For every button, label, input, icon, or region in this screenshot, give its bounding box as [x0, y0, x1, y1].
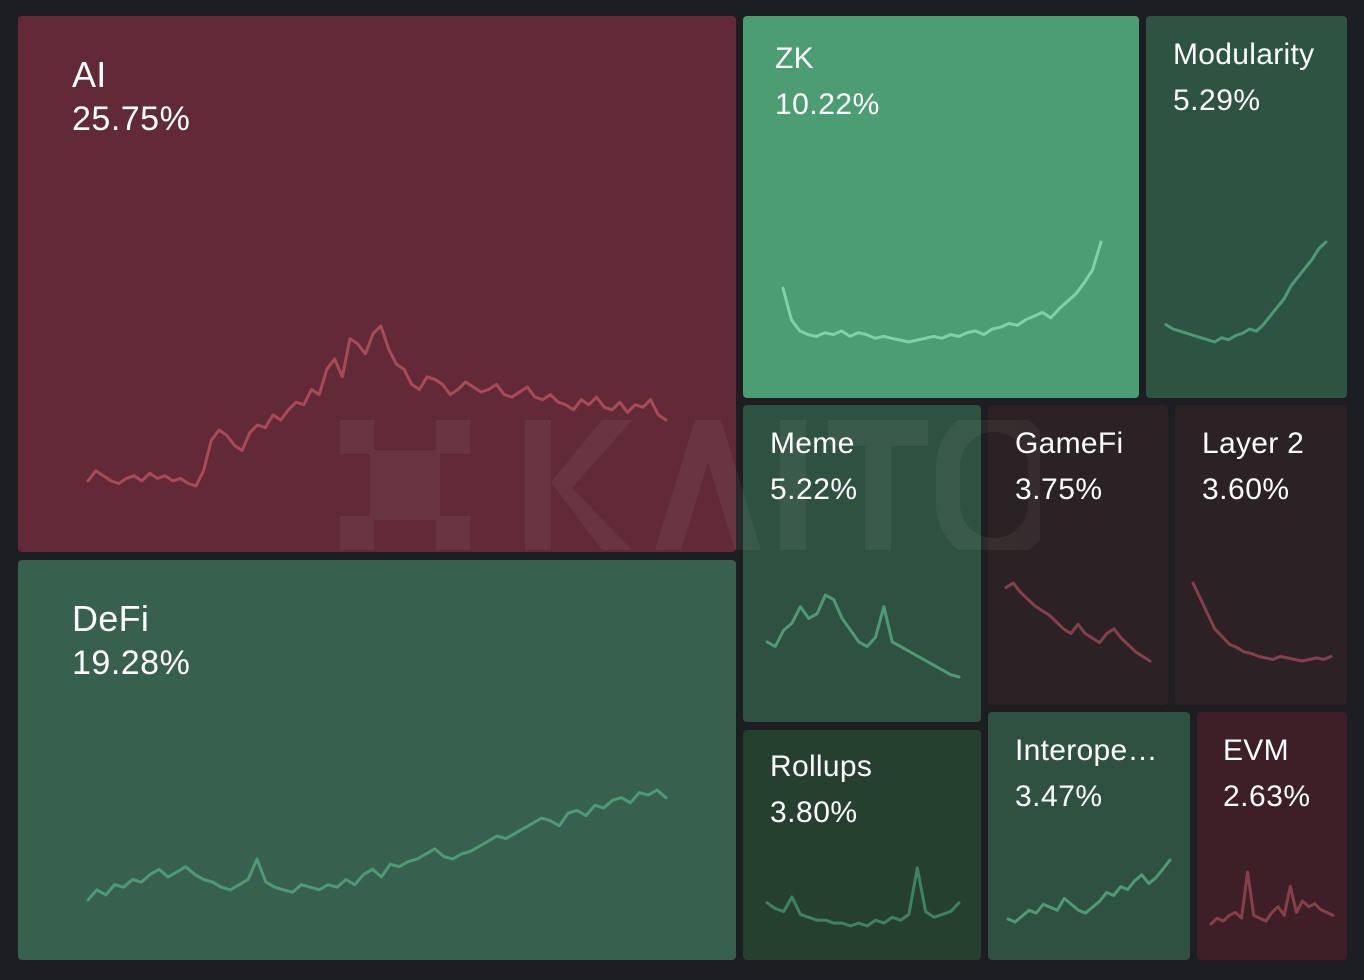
- sparkline-path-modularity: [1164, 240, 1328, 344]
- sparkline: [86, 788, 668, 902]
- tile-evm[interactable]: EVM 2.63%: [1197, 712, 1347, 960]
- sparkline-path-layer2: [1191, 581, 1333, 663]
- tile-value: 3.47%: [1015, 780, 1103, 813]
- tile-rollups[interactable]: Rollups 3.80%: [743, 730, 981, 960]
- tile-value: 25.75%: [72, 100, 191, 138]
- sparkline: [86, 324, 668, 488]
- sparkline: [1209, 870, 1335, 926]
- tile-value: 5.29%: [1173, 84, 1261, 117]
- tile-value: 10.22%: [775, 88, 880, 121]
- tile-value: 5.22%: [770, 473, 858, 506]
- tile-label: Layer 2: [1202, 427, 1305, 460]
- tile-zk[interactable]: ZK 10.22%: [743, 16, 1139, 398]
- sparkline: [765, 593, 961, 679]
- sparkline: [1191, 581, 1333, 663]
- tile-value: 19.28%: [72, 644, 191, 682]
- sparkline: [781, 240, 1103, 344]
- tile-value: 3.80%: [770, 796, 858, 829]
- watermark-logo: [340, 420, 1040, 550]
- tile-label: Rollups: [770, 750, 873, 783]
- sparkline-path-evm: [1209, 870, 1335, 926]
- tile-ai[interactable]: AI 25.75%: [18, 16, 736, 552]
- sparkline: [1006, 858, 1172, 924]
- tile-meme[interactable]: Meme 5.22%: [743, 405, 981, 722]
- tile-modularity[interactable]: Modularity 5.29%: [1146, 16, 1347, 398]
- tile-label: GameFi: [1015, 427, 1124, 460]
- sparkline-path-rollups: [765, 866, 961, 928]
- sparkline-path-ai: [86, 324, 668, 488]
- tile-interop[interactable]: Interope… 3.47%: [988, 712, 1190, 960]
- sparkline: [1164, 240, 1328, 344]
- tile-value: 2.63%: [1223, 780, 1311, 813]
- tile-label: AI: [72, 54, 107, 95]
- tile-gamefi[interactable]: GameFi 3.75%: [988, 405, 1168, 705]
- tile-value: 3.75%: [1015, 473, 1103, 506]
- sparkline: [1004, 581, 1152, 663]
- tile-layer2[interactable]: Layer 2 3.60%: [1175, 405, 1347, 705]
- sparkline: [765, 866, 961, 928]
- sparkline-path-gamefi: [1004, 581, 1152, 663]
- tile-value: 3.60%: [1202, 473, 1290, 506]
- sparkline-path-interop: [1006, 858, 1172, 924]
- sparkline-path-meme: [765, 593, 961, 679]
- tile-label: Modularity: [1173, 38, 1315, 71]
- tile-label: ZK: [775, 42, 814, 75]
- tile-label: DeFi: [72, 598, 150, 639]
- tile-label: Meme: [770, 427, 855, 460]
- tile-label: EVM: [1223, 734, 1289, 767]
- sparkline-path-zk: [781, 240, 1103, 344]
- sparkline-path-defi: [86, 788, 668, 902]
- tile-label: Interope…: [1015, 734, 1158, 767]
- tile-defi[interactable]: DeFi 19.28%: [18, 560, 736, 960]
